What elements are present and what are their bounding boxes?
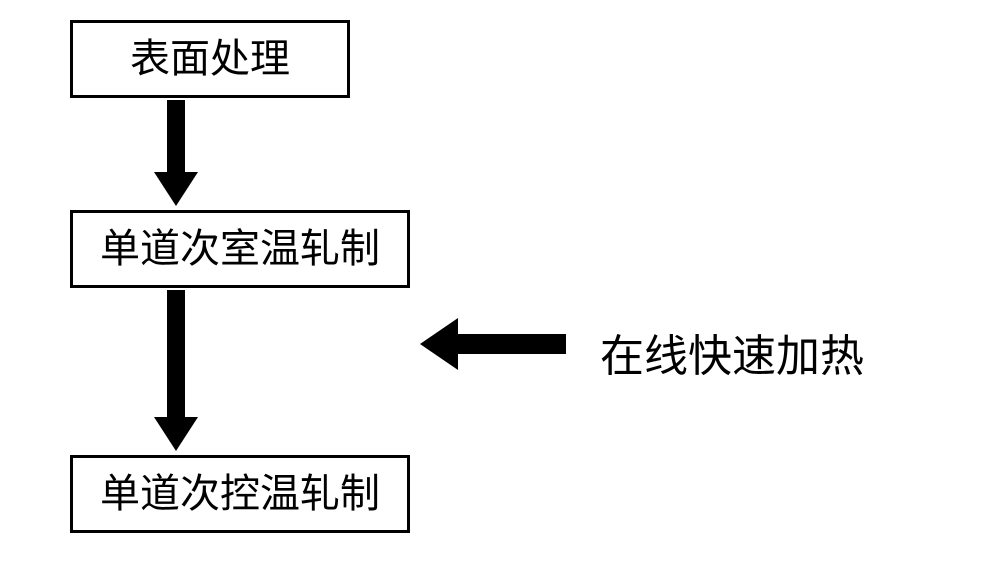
flowchart-label-online-rapid-heating: 在线快速加热 bbox=[600, 320, 864, 384]
flowchart-arrow-3 bbox=[368, 292, 618, 396]
flowchart-canvas: 表面处理 单道次室温轧制 单道次控温轧制 在线快速加热 bbox=[0, 0, 1000, 574]
flowchart-node-single-pass-room-temp-rolling: 单道次室温轧制 bbox=[70, 210, 410, 288]
flowchart-arrow-1 bbox=[132, 56, 220, 250]
flowchart-node-single-pass-controlled-temp-rolling: 单道次控温轧制 bbox=[70, 455, 410, 533]
flowchart-arrow-2 bbox=[132, 246, 220, 495]
